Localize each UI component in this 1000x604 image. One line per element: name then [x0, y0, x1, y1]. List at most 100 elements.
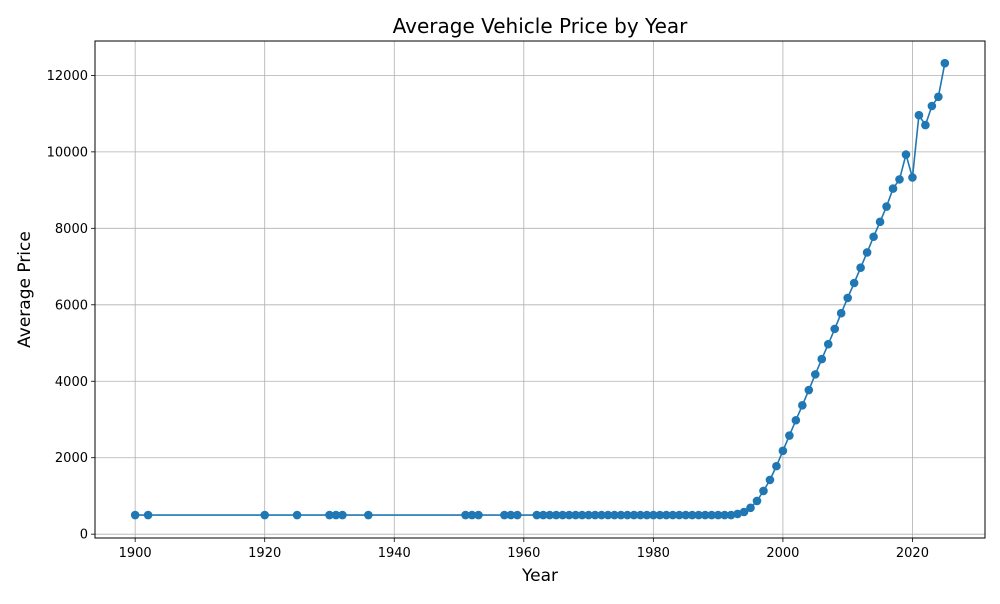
data-point	[817, 354, 827, 364]
data-point	[616, 510, 626, 520]
data-point	[649, 510, 658, 520]
data-point	[739, 507, 749, 517]
data-point	[778, 446, 788, 456]
data-point	[597, 510, 606, 520]
data-point	[538, 510, 548, 520]
x-axis-label: Year	[521, 566, 558, 586]
data-point	[804, 385, 814, 395]
data-point	[785, 431, 794, 440]
x-tick-label: 2020	[896, 546, 929, 561]
data-point	[759, 486, 768, 496]
data-point	[700, 510, 710, 520]
data-point	[875, 217, 885, 227]
data-point	[733, 509, 742, 519]
data-point	[823, 339, 833, 349]
data-point	[849, 278, 859, 288]
data-point	[364, 510, 373, 520]
x-tick-label: 1900	[119, 546, 152, 561]
data-point	[331, 510, 341, 520]
data-point	[325, 510, 334, 520]
data-point	[772, 461, 781, 471]
data-point	[642, 510, 652, 520]
x-tick-label: 1940	[378, 546, 411, 561]
data-point	[914, 110, 924, 120]
x-tick-label: 1960	[507, 546, 540, 561]
y-tick-label: 8000	[55, 222, 88, 237]
grid-layer	[95, 41, 985, 538]
data-point	[869, 232, 878, 242]
data-point	[752, 496, 762, 506]
data-point	[338, 510, 347, 520]
data-point	[888, 184, 898, 193]
data-point	[674, 510, 684, 520]
y-tick-label: 10000	[47, 145, 88, 160]
data-point	[830, 324, 840, 334]
data-point	[934, 92, 943, 102]
tick-layer: 1900 1920 1940 1960 1980 2000 2020 0 2000 4000 600…	[47, 69, 929, 561]
data-point	[143, 510, 153, 520]
data-point	[856, 263, 865, 273]
data-point	[662, 510, 671, 520]
data-point	[921, 120, 930, 130]
data-point	[467, 510, 477, 520]
data-point	[681, 510, 691, 520]
data-point	[500, 510, 509, 520]
data-point	[564, 510, 574, 520]
y-tick-label: 12000	[47, 69, 88, 84]
data-point	[940, 58, 950, 68]
data-point	[765, 475, 775, 485]
data-point	[843, 293, 852, 303]
data-point	[506, 510, 516, 520]
plot-frame	[94, 40, 986, 539]
data-point	[901, 150, 911, 159]
data-point	[713, 510, 723, 520]
y-tick-label: 2000	[55, 451, 88, 466]
data-point	[655, 510, 665, 520]
data-point	[707, 510, 716, 520]
data-point	[927, 101, 937, 111]
series-line	[135, 63, 946, 516]
data-point	[513, 510, 522, 520]
y-tick-label: 4000	[55, 375, 88, 390]
data-point	[551, 510, 561, 520]
data-point	[558, 510, 567, 520]
x-tick-label: 1980	[637, 546, 670, 561]
data-point	[130, 510, 140, 520]
y-tick-label: 0	[80, 528, 88, 543]
data-point	[629, 510, 639, 520]
data-point	[836, 308, 846, 318]
y-tick-label: 6000	[55, 298, 88, 313]
data-point	[668, 510, 678, 520]
x-tick-label: 2000	[766, 546, 799, 561]
data-point	[908, 173, 917, 182]
data-point	[532, 510, 542, 520]
data-point	[694, 510, 703, 520]
data-point	[746, 503, 755, 513]
data-point	[810, 370, 820, 379]
data-point	[623, 510, 632, 520]
data-point	[862, 248, 872, 257]
data-point	[895, 175, 904, 184]
data-point	[474, 510, 483, 520]
y-axis-label: Average Price	[15, 231, 35, 348]
data-point	[726, 510, 736, 520]
data-point	[584, 510, 593, 520]
chart-title: Average Vehicle Price by Year	[393, 14, 689, 38]
data-point	[798, 401, 807, 410]
data-point	[571, 510, 580, 520]
data-point	[577, 510, 587, 520]
series-layer	[130, 58, 950, 520]
data-point	[590, 510, 600, 520]
data-point	[292, 510, 302, 520]
data-point	[636, 510, 645, 520]
data-point	[610, 510, 619, 520]
data-point	[260, 510, 270, 520]
data-point	[461, 510, 470, 520]
data-point	[603, 510, 613, 520]
data-point	[687, 510, 697, 520]
data-point	[720, 510, 729, 520]
x-tick-label: 1920	[248, 546, 281, 561]
data-point	[791, 415, 801, 425]
